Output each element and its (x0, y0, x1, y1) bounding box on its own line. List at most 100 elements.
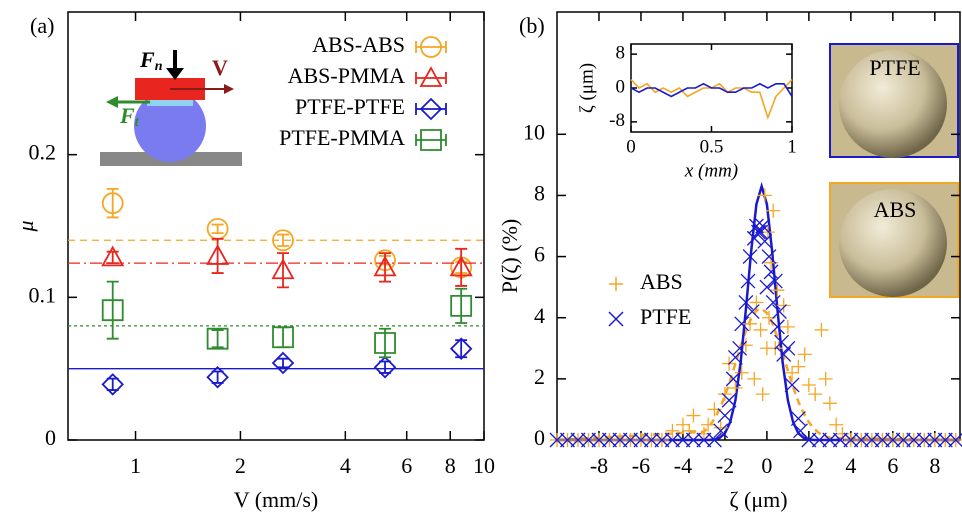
marker (780, 340, 796, 356)
marker (101, 299, 124, 322)
marker (885, 432, 901, 448)
error-bar (379, 360, 392, 374)
marker (570, 432, 586, 448)
legend-label: PTFE-PMMA (279, 125, 405, 150)
marker (549, 432, 565, 448)
legend-label: ABS (640, 269, 683, 294)
marker (633, 432, 649, 448)
marker (271, 258, 295, 280)
x-tick-label: 1 (787, 136, 797, 157)
marker (784, 377, 800, 393)
marker (769, 319, 785, 335)
error-bar (277, 233, 290, 247)
marker (757, 188, 772, 203)
marker (772, 304, 787, 320)
marker (811, 432, 827, 448)
legend-label: PTFE-PTFE (295, 94, 405, 119)
marker (744, 304, 760, 320)
marker (785, 365, 800, 380)
y-tick-label: 2 (534, 364, 545, 389)
marker (560, 432, 575, 448)
contact-layer (147, 96, 193, 106)
marker (675, 417, 690, 432)
marker (721, 392, 737, 408)
x-tick-label: 8 (929, 453, 940, 478)
marker (623, 432, 638, 448)
marker (643, 432, 659, 448)
y-tick-label: 10 (523, 119, 545, 144)
x-tick-label: 0 (761, 453, 772, 478)
panel-label: (a) (30, 13, 54, 38)
error-bar (211, 329, 224, 349)
marker (895, 432, 911, 448)
marker (755, 387, 770, 402)
y-axis-label: ζ (μm) (576, 63, 597, 113)
marker (801, 432, 817, 448)
marker (732, 340, 748, 356)
velocity-label: V (212, 55, 228, 80)
arrow-head (106, 96, 118, 108)
marker (801, 377, 816, 392)
marker (748, 218, 764, 234)
sphere (134, 90, 206, 162)
marker (797, 347, 812, 362)
marker (101, 373, 124, 396)
legend-line (415, 72, 447, 84)
fit-curve (556, 307, 961, 442)
x-tick-label: 4 (845, 453, 856, 478)
plot-frame (67, 11, 485, 441)
x-tick-label: 0 (626, 136, 636, 157)
marker (832, 432, 848, 448)
marker (271, 351, 295, 375)
marker (272, 229, 294, 252)
marker (759, 279, 775, 295)
error-bar (211, 223, 224, 235)
y-axis-label: P(ζ) (%) (497, 219, 522, 293)
y-tick-label: 6 (534, 242, 545, 267)
marker (765, 294, 781, 310)
marker (450, 294, 473, 317)
marker (608, 311, 624, 327)
marker (728, 381, 743, 396)
marker (419, 66, 443, 87)
marker (751, 224, 766, 240)
panel-label: (b) (519, 13, 545, 38)
profile-line (630, 78, 793, 121)
label-sub: n (155, 59, 163, 74)
error-bar (211, 237, 224, 274)
marker (734, 365, 749, 380)
schematic: Fn V Ft (100, 47, 242, 166)
marker (706, 432, 722, 448)
friction-label: Ft (119, 103, 140, 130)
x-tick-label: -2 (716, 453, 734, 478)
marker (654, 432, 670, 448)
marker (791, 359, 806, 374)
marker (761, 249, 777, 265)
marker (612, 432, 628, 448)
normal-force-label: Fn (139, 47, 163, 74)
y-tick-label: 0 (45, 425, 56, 450)
marker (717, 387, 732, 402)
error-bar (455, 339, 468, 359)
label-main: F (119, 103, 135, 128)
marker (373, 355, 397, 379)
error-bar (277, 252, 290, 289)
fit-curve (557, 181, 960, 442)
marker (420, 129, 442, 151)
marker (916, 432, 932, 448)
arrow-head (166, 68, 184, 80)
legend-label: PTFE (640, 304, 691, 329)
marker (822, 396, 837, 411)
y-tick-label: 4 (534, 303, 545, 328)
photo-ptfe: PTFE (829, 43, 959, 158)
y-tick-label: 8 (534, 180, 545, 205)
marker (449, 337, 473, 360)
panel: 1 2 4 6 8 10 0 0.1 0.2 (a) V (mm/s) μ ABS-ABS ABS-PMM… (13, 11, 495, 512)
marker (713, 420, 728, 435)
plot-frame (556, 11, 961, 441)
marker (609, 277, 623, 291)
photo-label: ABS (874, 197, 917, 222)
error-bar (277, 357, 290, 369)
marker (591, 432, 607, 448)
